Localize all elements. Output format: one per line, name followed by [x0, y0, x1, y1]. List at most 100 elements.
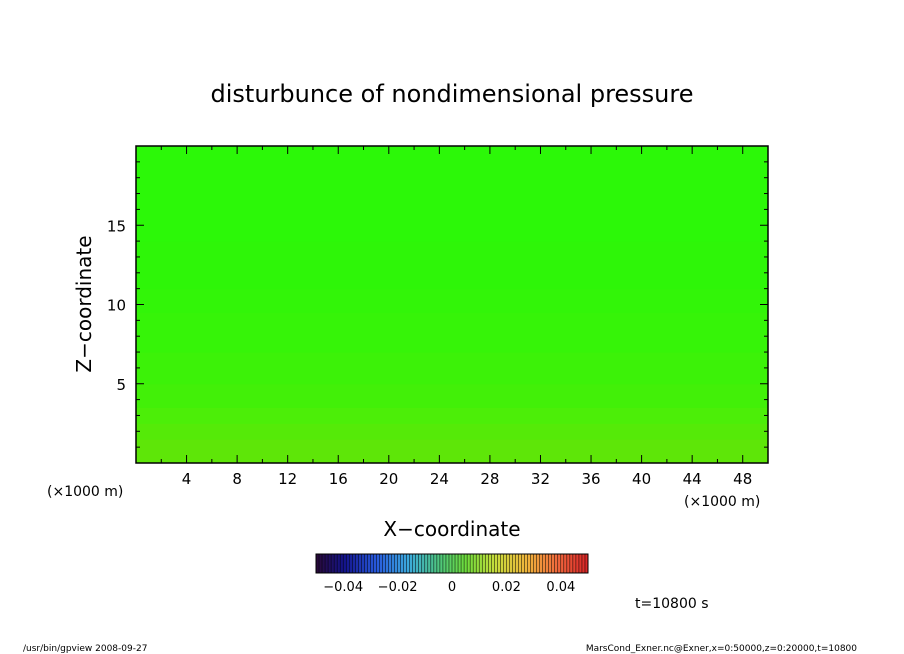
colorbar-cell	[554, 554, 559, 573]
colorbar-cell	[358, 554, 362, 573]
colorbar-cell	[557, 554, 562, 573]
y-tick-label: 10	[107, 297, 126, 315]
colorbar-cell	[581, 554, 586, 573]
colorbar-cell	[524, 554, 528, 573]
colorbar-cell	[464, 554, 468, 573]
y-axis-label: Z−coordinate	[72, 235, 96, 372]
heatmap-band	[136, 241, 768, 290]
colorbar-cell	[352, 554, 356, 573]
colorbar-cell	[569, 554, 574, 573]
colorbar-tick-label: 0	[448, 580, 456, 595]
x-tick-label: 20	[379, 470, 398, 488]
colorbar-cell	[379, 554, 383, 573]
colorbar-cell	[397, 554, 401, 573]
colorbar-cell	[503, 554, 507, 573]
colorbar-cell	[506, 554, 510, 573]
colorbar-cell	[388, 554, 392, 573]
heatmap-band	[136, 352, 768, 385]
colorbar-cell	[476, 554, 480, 573]
colorbar-cell	[479, 554, 483, 573]
colorbar-cell	[361, 554, 365, 573]
colorbar-tick-label: 0.02	[492, 580, 521, 595]
x-tick-label: 48	[733, 470, 752, 488]
colorbar-cell	[482, 554, 486, 573]
colorbar-cell	[415, 554, 420, 573]
colorbar-cell	[430, 554, 435, 573]
colorbar-tick-label: −0.04	[323, 580, 363, 595]
heatmap-band	[136, 383, 768, 409]
colorbar-cell	[439, 554, 444, 573]
colorbar-cell	[467, 554, 471, 573]
colorbar-cell	[488, 554, 492, 573]
colorbar-cell	[563, 554, 568, 573]
y-tick-labels: 5 10 15	[107, 217, 126, 394]
heatmap-band	[136, 439, 768, 464]
x-tick-label: 4	[182, 470, 192, 488]
colorbar-cell	[521, 554, 525, 573]
x-tick-labels: 4 8 12 16 20 24 28 32 36 40 44 48	[182, 470, 752, 488]
y-tick-label: 5	[116, 376, 126, 394]
colorbar-cell	[424, 554, 429, 573]
colorbar-cell	[545, 554, 550, 573]
colorbar-cell	[473, 554, 477, 573]
colorbar-cell	[328, 554, 332, 573]
footer-right: MarsCond_Exner.nc@Exner,x=0:50000,z=0:20…	[586, 644, 857, 654]
colorbar-cell	[370, 554, 374, 573]
time-label: t=10800 s	[635, 596, 709, 612]
colorbar	[315, 553, 589, 574]
y-tick-label: 15	[107, 217, 126, 235]
colorbar-cell	[334, 554, 338, 573]
tick-marks	[136, 146, 768, 463]
colorbar-cell	[364, 554, 368, 573]
colorbar-cell	[385, 554, 389, 573]
colorbar-cell	[458, 554, 462, 573]
x-tick-label: 32	[531, 470, 550, 488]
colorbar-tick-label: 0.04	[546, 580, 575, 595]
colorbar-cell	[355, 554, 359, 573]
colorbar-cell	[412, 554, 417, 573]
colorbar-cell	[316, 554, 320, 573]
colorbar-cell	[566, 554, 571, 573]
colorbar-cell	[325, 554, 329, 573]
colorbar-cell	[518, 554, 522, 573]
colorbar-cell	[461, 554, 465, 573]
x-tick-label: 16	[329, 470, 348, 488]
heatmap-band	[136, 312, 768, 353]
colorbar-cell	[391, 554, 395, 573]
colorbar-cell	[530, 554, 534, 573]
y-unit-label: (×1000 m)	[47, 484, 123, 500]
colorbar-cell	[509, 554, 513, 573]
colorbar-cell	[527, 554, 531, 573]
chart-title: disturbunce of nondimensional pressure	[211, 80, 694, 108]
colorbar-cell	[533, 554, 537, 573]
colorbar-cell	[539, 554, 543, 573]
colorbar-cell	[376, 554, 380, 573]
colorbar-cell	[433, 554, 438, 573]
colorbar-cell	[382, 554, 386, 573]
colorbar-cell	[578, 554, 583, 573]
colorbar-cell	[418, 554, 423, 573]
colorbar-cell	[442, 554, 447, 573]
colorbar-cell	[515, 554, 519, 573]
x-unit-label: (×1000 m)	[684, 494, 760, 510]
colorbar-frame	[315, 553, 589, 574]
plot-area	[136, 146, 768, 464]
x-tick-label: 40	[632, 470, 651, 488]
colorbar-cell	[403, 554, 407, 573]
x-tick-label: 28	[480, 470, 499, 488]
colorbar-cell	[491, 554, 495, 573]
colorbar-cell	[500, 554, 504, 573]
x-axis-label: X−coordinate	[383, 517, 520, 541]
colorbar-cell	[470, 554, 474, 573]
colorbar-cell	[536, 554, 540, 573]
colorbar-cell	[494, 554, 498, 573]
x-tick-label: 44	[683, 470, 702, 488]
colorbar-cell	[406, 554, 410, 573]
colorbar-cell	[485, 554, 489, 573]
colorbar-cell	[373, 554, 377, 573]
heatmap-band	[136, 423, 768, 440]
colorbar-cell	[337, 554, 341, 573]
x-tick-label: 12	[278, 470, 297, 488]
x-tick-label: 24	[430, 470, 449, 488]
colorbar-cell	[448, 554, 453, 573]
